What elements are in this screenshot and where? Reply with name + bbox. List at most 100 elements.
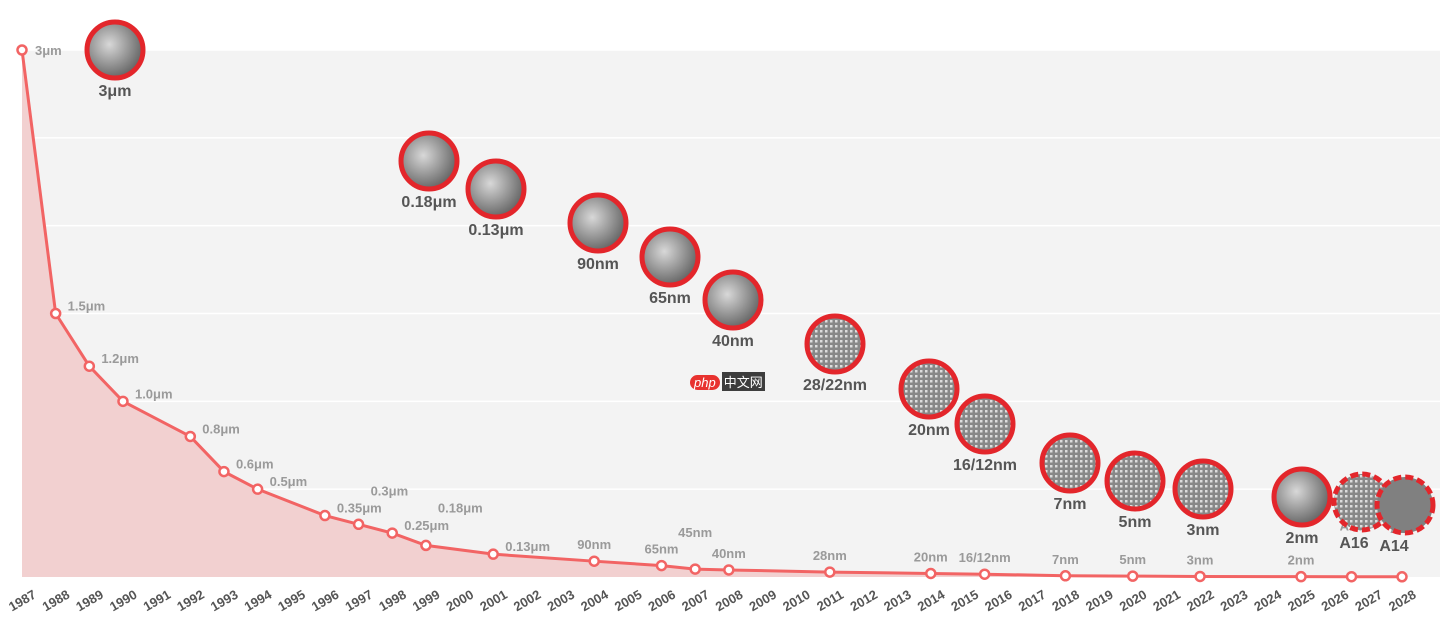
data-point xyxy=(218,465,230,478)
x-tick-label: 1989 xyxy=(73,587,106,614)
x-tick-label: 2013 xyxy=(881,587,914,614)
data-point xyxy=(352,518,365,531)
process-image-bubble xyxy=(84,19,146,81)
x-tick-label: 1995 xyxy=(275,587,308,614)
bubble-label: 65nm xyxy=(649,290,691,307)
x-tick-label: 1997 xyxy=(343,587,376,614)
bubble-label: 40nm xyxy=(712,333,754,350)
area-fill xyxy=(22,50,1402,577)
x-tick-label: 2003 xyxy=(545,587,578,614)
data-point xyxy=(49,307,62,320)
watermark-logo-mark: php xyxy=(690,375,720,390)
process-image-bubble xyxy=(465,158,527,220)
data-point xyxy=(1126,570,1139,582)
x-tick-label: 2006 xyxy=(645,587,678,614)
data-label: 7nm xyxy=(1052,552,1079,567)
data-label: 3μm xyxy=(35,43,62,58)
process-image-bubble xyxy=(639,226,701,288)
x-tick-label: 2004 xyxy=(578,586,611,614)
data-label: 1.0μm xyxy=(135,386,173,401)
data-label: 0.6μm xyxy=(236,457,274,472)
x-tick-label: 2008 xyxy=(713,587,746,614)
bubble-label: A14 xyxy=(1379,538,1408,555)
data-label: 2nm xyxy=(1288,553,1315,568)
process-image-bubble xyxy=(1172,458,1234,520)
data-label: 0.3μm xyxy=(371,483,409,498)
data-label: 0.8μm xyxy=(202,421,240,436)
data-point xyxy=(83,360,96,372)
process-image-bubble xyxy=(1104,450,1166,512)
process-image-bubble xyxy=(1039,432,1101,494)
watermark-logo-text: 中文网 xyxy=(721,372,765,391)
data-label: 1.2μm xyxy=(101,351,139,366)
x-tick-label: 2016 xyxy=(982,587,1015,614)
data-point xyxy=(487,548,499,560)
bubble-label: 7nm xyxy=(1054,496,1087,513)
data-point xyxy=(925,567,937,580)
data-point xyxy=(184,430,197,443)
data-label: 65nm xyxy=(645,542,679,557)
data-point xyxy=(723,564,735,576)
data-point xyxy=(16,44,28,56)
bubble-label: 20nm xyxy=(908,422,950,439)
x-tick-label: 2011 xyxy=(814,587,846,614)
x-tick-label: 2009 xyxy=(746,587,779,614)
x-tick-label: 2005 xyxy=(612,587,645,614)
bubble-label: 90nm xyxy=(577,256,619,273)
x-tick-label: 2028 xyxy=(1386,587,1419,614)
x-tick-label: 1994 xyxy=(242,586,275,614)
bubble-label: 0.13μm xyxy=(468,222,523,239)
x-tick-label: 2001 xyxy=(477,587,510,614)
data-label: 28nm xyxy=(813,548,847,563)
bubble-label: 28/22nm xyxy=(803,377,867,394)
data-label: 0.13μm xyxy=(505,539,550,554)
data-label: 16/12nm xyxy=(959,550,1011,565)
data-label: 0.5μm xyxy=(270,474,308,489)
x-tick-label: 2012 xyxy=(847,587,880,614)
x-tick-label: 2023 xyxy=(1218,587,1251,614)
data-point xyxy=(386,527,398,539)
x-tick-label: 2007 xyxy=(679,587,712,614)
data-label: 0.25μm xyxy=(404,518,449,533)
process-image-bubble xyxy=(804,313,866,375)
x-tick-label: 2020 xyxy=(1117,587,1150,614)
x-tick-label: 2019 xyxy=(1083,587,1116,614)
x-tick-label: 1999 xyxy=(410,587,443,614)
data-point xyxy=(588,555,600,567)
data-point xyxy=(1295,570,1307,583)
watermark-logo: php 中文网 xyxy=(690,372,765,391)
process-image-bubble xyxy=(567,192,629,254)
process-image-bubble xyxy=(954,393,1016,455)
x-tick-label: 2022 xyxy=(1184,587,1217,614)
process-image-bubble xyxy=(702,269,764,331)
data-point xyxy=(824,566,836,578)
bubble-label: A16 xyxy=(1339,535,1368,552)
bubble-label: 5nm xyxy=(1119,514,1152,531)
data-point xyxy=(1194,570,1206,583)
data-point xyxy=(319,509,331,522)
data-label: 0.18μm xyxy=(438,500,483,515)
x-tick-label: 1996 xyxy=(309,587,342,614)
x-tick-label: 2000 xyxy=(444,587,477,614)
x-tick-label: 2026 xyxy=(1319,587,1352,614)
data-label: 40nm xyxy=(712,546,746,561)
x-tick-label: 2015 xyxy=(948,587,981,614)
data-label: 5nm xyxy=(1119,552,1146,567)
x-tick-label: 1990 xyxy=(107,587,140,614)
x-tick-label: 2025 xyxy=(1285,587,1318,614)
bubble-label: 3nm xyxy=(1187,522,1220,539)
bubble-label: 2nm xyxy=(1286,530,1319,547)
x-tick-label: 2018 xyxy=(1049,587,1082,614)
x-tick-label: 2027 xyxy=(1352,587,1385,614)
data-point xyxy=(689,563,701,575)
process-image-bubble xyxy=(1271,466,1333,528)
x-tick-label: 2024 xyxy=(1251,586,1284,614)
data-point xyxy=(251,483,264,495)
data-point xyxy=(978,568,991,580)
data-label: 3nm xyxy=(1187,552,1214,567)
data-label: 45nm xyxy=(678,525,712,540)
data-point xyxy=(1345,570,1358,583)
data-point xyxy=(655,559,668,572)
data-point xyxy=(117,395,129,408)
